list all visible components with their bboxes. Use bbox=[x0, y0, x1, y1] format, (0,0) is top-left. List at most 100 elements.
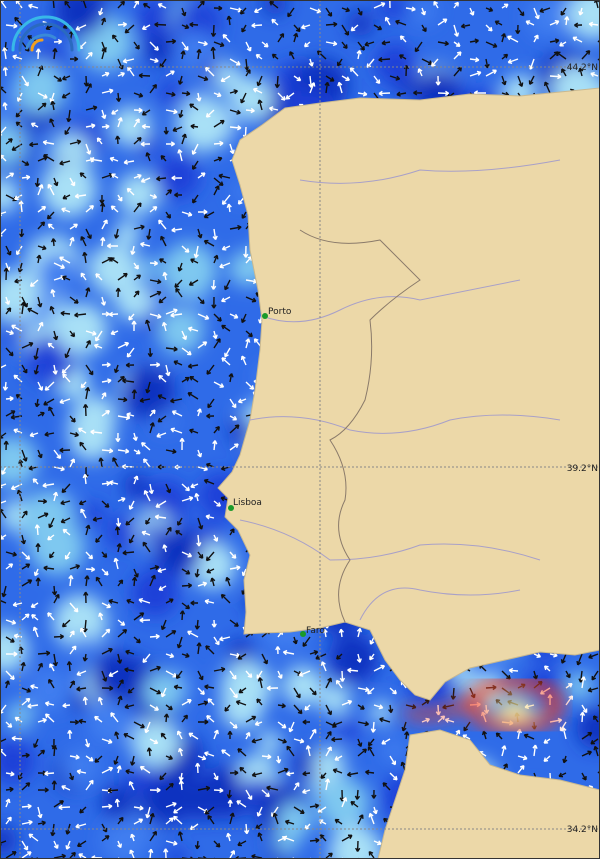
current-arrow bbox=[372, 806, 378, 815]
rainbow-arc-logo bbox=[11, 15, 81, 52]
current-arrow bbox=[69, 415, 76, 423]
speed-patch bbox=[117, 173, 159, 216]
current-arrow bbox=[206, 364, 215, 375]
current-arrow bbox=[133, 136, 142, 145]
current-arrow bbox=[89, 156, 103, 163]
current-arrow bbox=[125, 649, 135, 655]
current-arrow bbox=[189, 21, 199, 28]
current-arrow bbox=[99, 202, 106, 213]
current-arrow bbox=[197, 581, 208, 587]
current-arrow bbox=[174, 279, 183, 288]
current-arrow bbox=[316, 50, 327, 60]
current-arrow bbox=[85, 123, 96, 129]
current-arrow bbox=[226, 15, 232, 26]
current-arrow bbox=[196, 534, 202, 547]
current-arrow bbox=[282, 649, 295, 656]
current-arrow bbox=[115, 432, 121, 443]
current-arrow bbox=[469, 70, 482, 77]
current-arrow bbox=[275, 646, 281, 655]
current-arrow bbox=[113, 755, 119, 765]
current-arrow bbox=[181, 376, 190, 383]
current-arrow bbox=[85, 524, 91, 536]
current-arrow bbox=[229, 528, 235, 536]
city-faro[interactable]: Faro bbox=[300, 626, 325, 637]
current-arrow bbox=[277, 703, 286, 709]
current-arrow bbox=[421, 699, 430, 706]
current-arrow bbox=[76, 769, 87, 775]
current-arrow bbox=[593, 745, 599, 757]
current-arrow bbox=[256, 806, 263, 817]
current-arrow bbox=[149, 260, 159, 266]
current-arrow bbox=[255, 823, 263, 830]
current-arrow bbox=[108, 311, 119, 318]
current-arrow bbox=[357, 704, 365, 710]
current-arrow bbox=[69, 645, 77, 655]
current-arrow bbox=[213, 156, 223, 162]
speed-patch bbox=[41, 161, 97, 217]
current-arrow bbox=[212, 330, 218, 340]
current-arrow bbox=[21, 510, 28, 519]
current-arrow bbox=[142, 541, 151, 553]
current-arrow bbox=[117, 496, 126, 503]
current-arrow bbox=[197, 296, 205, 305]
current-arrow bbox=[528, 75, 535, 85]
current-arrow bbox=[277, 738, 287, 744]
current-arrow bbox=[177, 747, 184, 757]
city-porto[interactable]: Porto bbox=[262, 307, 292, 319]
current-arrow bbox=[346, 771, 359, 778]
current-arrow bbox=[37, 449, 43, 459]
current-arrow bbox=[435, 75, 441, 86]
speed-patch bbox=[88, 243, 140, 295]
current-arrow bbox=[46, 211, 55, 220]
current-arrow bbox=[357, 738, 363, 748]
speed-patch bbox=[220, 660, 273, 713]
current-arrow bbox=[141, 530, 151, 536]
current-arrow bbox=[177, 831, 184, 842]
current-arrow bbox=[80, 272, 87, 281]
current-arrow bbox=[192, 160, 199, 170]
current-arrow bbox=[588, 653, 599, 659]
current-arrow bbox=[61, 92, 71, 99]
current-arrow bbox=[13, 633, 23, 639]
current-arrow bbox=[543, 738, 551, 744]
current-arrow bbox=[287, 7, 295, 18]
current-arrow bbox=[133, 173, 142, 179]
current-arrow bbox=[405, 6, 416, 12]
city-lisboa[interactable]: Lisboa bbox=[228, 498, 262, 511]
current-arrow bbox=[229, 687, 238, 699]
current-arrow bbox=[181, 582, 193, 589]
current-arrow bbox=[187, 326, 199, 332]
current-arrow bbox=[52, 364, 58, 375]
current-arrow bbox=[293, 32, 299, 43]
current-arrow bbox=[158, 585, 167, 591]
current-arrow bbox=[357, 721, 370, 727]
current-arrow bbox=[64, 126, 71, 135]
current-arrow bbox=[85, 339, 91, 349]
current-arrow bbox=[149, 206, 158, 213]
current-arrow bbox=[395, 19, 407, 26]
current-arrow bbox=[171, 175, 183, 181]
current-arrow bbox=[211, 619, 217, 628]
current-arrow bbox=[131, 320, 137, 332]
current-arrow bbox=[324, 778, 331, 791]
current-arrow bbox=[207, 698, 215, 706]
current-arrow bbox=[101, 219, 108, 230]
current-arrow bbox=[235, 700, 247, 706]
current-arrow bbox=[277, 32, 285, 43]
current-arrow bbox=[114, 526, 121, 536]
current-arrow bbox=[98, 7, 104, 16]
current-arrow bbox=[53, 177, 59, 187]
current-arrow bbox=[175, 670, 183, 680]
current-arrow bbox=[261, 754, 272, 760]
current-arrow bbox=[130, 755, 136, 766]
current-arrow bbox=[64, 347, 71, 359]
current-arrow bbox=[67, 729, 73, 740]
current-arrow bbox=[365, 769, 375, 775]
current-arrow bbox=[80, 508, 87, 519]
current-arrow bbox=[285, 92, 295, 100]
current-arrow bbox=[149, 41, 159, 51]
current-arrow bbox=[578, 67, 584, 77]
current-arrow bbox=[37, 806, 43, 819]
